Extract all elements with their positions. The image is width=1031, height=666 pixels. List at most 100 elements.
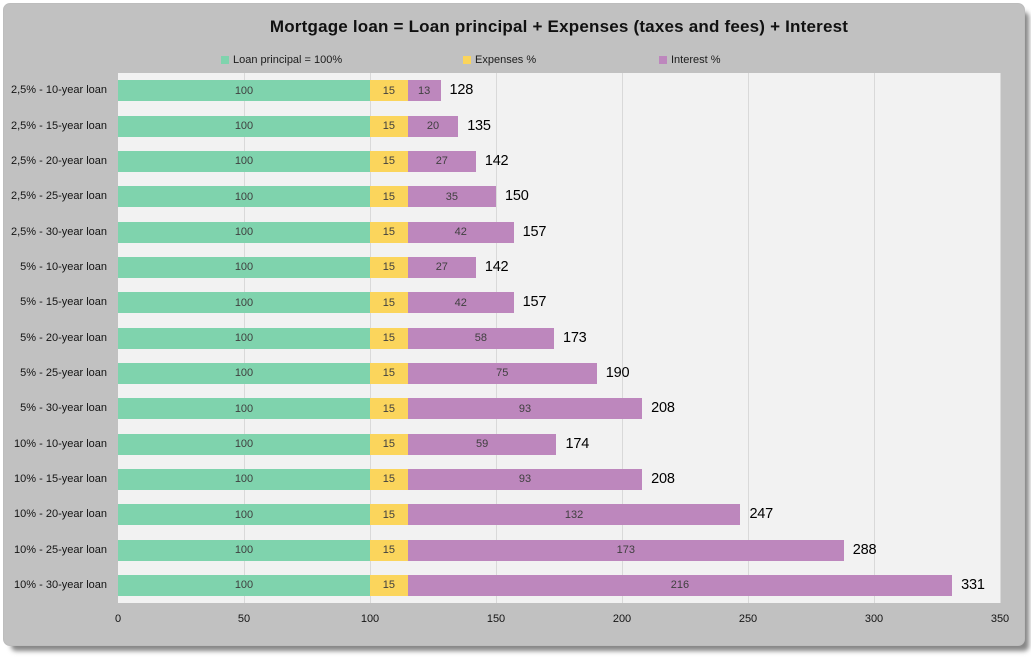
segment-principal: 100 — [118, 504, 370, 526]
category-label: 10% - 15-year loan — [14, 472, 107, 485]
legend-swatch-icon — [659, 56, 667, 64]
segment-value-label: 20 — [426, 120, 440, 132]
category-label: 2,5% - 20-year loan — [11, 154, 107, 167]
segment-value-label: 216 — [670, 579, 690, 592]
segment-value-label: 173 — [616, 544, 635, 556]
bar-row: 100 15 13 128 — [118, 80, 1000, 102]
segment-principal: 100 — [118, 186, 370, 208]
segment-value-label: 100 — [234, 402, 254, 415]
category-label: 5% - 25-year loan — [20, 366, 107, 379]
bar-row: 100 15 27 142 — [118, 150, 1000, 172]
segment-value-label: 100 — [234, 190, 254, 203]
segment-value-label: 15 — [382, 226, 396, 238]
x-tick-label: 250 — [738, 613, 758, 625]
segment-principal: 100 — [118, 327, 370, 349]
x-tick-label: 350 — [990, 613, 1010, 625]
category-label: 5% - 15-year loan — [20, 296, 107, 309]
total-label: 157 — [522, 294, 547, 311]
bar-row: 100 15 173 288 — [118, 539, 1000, 561]
category-label: 2,5% - 30-year loan — [11, 225, 107, 238]
segment-value-label: 93 — [518, 473, 532, 486]
x-tick-label: 200 — [612, 613, 632, 625]
bar-row: 100 15 20 135 — [118, 115, 1000, 137]
x-tick-label: 150 — [486, 613, 506, 625]
segment-value-label: 35 — [445, 190, 459, 203]
legend-label: Interest % — [671, 54, 721, 66]
category-label: 5% - 10-year loan — [20, 260, 107, 273]
total-label: 331 — [961, 576, 985, 593]
segment-expenses: 15 — [370, 574, 408, 596]
segment-value-label: 15 — [382, 508, 396, 521]
segment-value-label: 100 — [234, 261, 254, 274]
total-label: 150 — [505, 188, 529, 205]
total-label: 190 — [605, 364, 630, 381]
category-label: 2,5% - 25-year loan — [11, 190, 107, 203]
segment-expenses: 15 — [370, 504, 408, 526]
segment-principal: 100 — [118, 433, 370, 455]
segment-value-label: 100 — [234, 84, 254, 97]
segment-interest: 42 — [407, 221, 514, 243]
gridline — [748, 73, 749, 603]
total-label: 173 — [562, 329, 587, 346]
total-label: 128 — [449, 82, 474, 99]
legend-label: Expenses % — [475, 54, 537, 66]
segment-value-label: 100 — [234, 508, 254, 521]
total-label: 135 — [467, 117, 491, 134]
segment-interest: 42 — [407, 292, 514, 314]
segment-principal: 100 — [118, 468, 370, 490]
segment-value-label: 100 — [234, 544, 254, 556]
bar-row: 100 15 27 142 — [118, 256, 1000, 278]
x-tick-label: 300 — [864, 613, 884, 625]
segment-principal: 100 — [118, 221, 370, 243]
segment-expenses: 15 — [370, 292, 408, 314]
segment-value-label: 58 — [474, 332, 487, 344]
segment-value-label: 15 — [382, 261, 396, 274]
segment-principal: 100 — [118, 574, 370, 596]
mortgage-stacked-bar-chart: Mortgage loan = Loan principal + Expense… — [3, 3, 1025, 646]
segment-expenses: 15 — [370, 539, 408, 561]
plot-area: 100 15 13 128 100 15 20 135 100 15 27 142 100 15 35 150… — [118, 73, 1001, 603]
segment-expenses: 15 — [370, 398, 408, 420]
segment-interest: 216 — [407, 574, 953, 596]
total-label: 288 — [852, 541, 877, 558]
total-label: 247 — [749, 506, 774, 523]
segment-value-label: 93 — [518, 402, 532, 415]
segment-value-label: 100 — [234, 226, 254, 238]
total-label: 142 — [484, 258, 509, 275]
segment-interest: 132 — [407, 504, 741, 526]
bar-row: 100 15 59 174 — [118, 433, 1000, 455]
segment-value-label: 100 — [234, 438, 254, 450]
category-label: 10% - 30-year loan — [14, 578, 107, 591]
segment-interest: 13 — [407, 80, 441, 102]
category-label: 2,5% - 10-year loan — [11, 84, 107, 97]
segment-value-label: 15 — [382, 438, 396, 450]
legend-label: Loan principal = 100% — [233, 54, 343, 66]
gridline — [1000, 73, 1001, 603]
segment-value-label: 15 — [382, 190, 396, 203]
legend: Loan principal = 100% Expenses % Interest … — [4, 52, 1024, 70]
total-label: 157 — [522, 223, 547, 240]
segment-value-label: 100 — [234, 155, 254, 168]
segment-value-label: 42 — [454, 226, 467, 238]
segment-expenses: 15 — [370, 150, 408, 172]
x-tick-label: 100 — [360, 613, 380, 625]
gridline — [622, 73, 623, 603]
segment-value-label: 15 — [382, 367, 396, 380]
segment-value-label: 100 — [234, 367, 254, 380]
legend-swatch-icon — [221, 56, 229, 64]
segment-principal: 100 — [118, 539, 370, 561]
segment-interest: 93 — [407, 468, 643, 490]
chart-title: Mortgage loan = Loan principal + Expense… — [269, 17, 849, 36]
segment-value-label: 42 — [454, 296, 467, 309]
segment-principal: 100 — [118, 150, 370, 172]
total-label: 208 — [651, 400, 675, 417]
segment-value-label: 15 — [382, 544, 396, 556]
legend-swatch-icon — [463, 56, 471, 64]
segment-value-label: 59 — [476, 438, 489, 450]
segment-value-label: 15 — [382, 155, 396, 168]
total-label: 208 — [651, 470, 675, 487]
segment-expenses: 15 — [370, 433, 408, 455]
bar-row: 100 15 42 157 — [118, 292, 1000, 314]
x-tick-label: 50 — [237, 613, 251, 625]
segment-principal: 100 — [118, 115, 370, 137]
